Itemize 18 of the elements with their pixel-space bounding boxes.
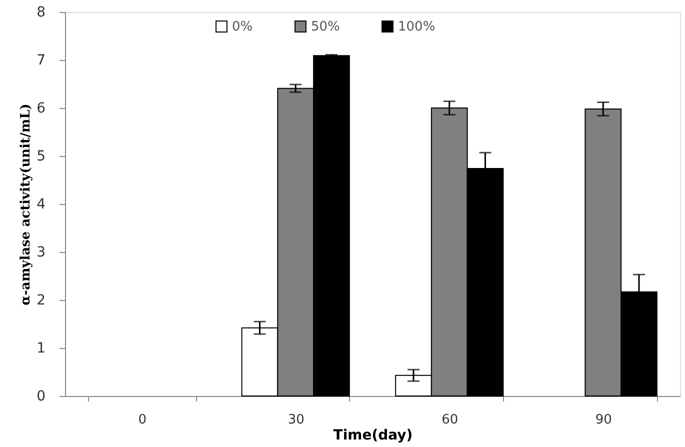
y-tick-label: 2 xyxy=(36,292,46,308)
y-tick-label: 6 xyxy=(36,100,46,116)
y-tick-label: 7 xyxy=(36,52,46,68)
y-tick-label: 8 xyxy=(36,4,46,20)
y-tick-label: 3 xyxy=(36,244,46,260)
legend-label: 0% xyxy=(232,20,253,35)
x-axis-title: Time(day) xyxy=(333,428,413,444)
x-tick-label: 90 xyxy=(595,412,612,428)
legend-label: 100% xyxy=(398,20,436,35)
x-tick-label: 30 xyxy=(288,412,304,428)
y-tick-label: 4 xyxy=(36,196,46,212)
y-tick-label: 5 xyxy=(36,148,46,164)
y-axis-title: α-amylase activity(unit/mL) xyxy=(18,104,34,306)
legend-label: 50% xyxy=(311,20,340,35)
x-tick-label: 60 xyxy=(442,412,458,428)
y-tick-label: 0 xyxy=(36,388,46,404)
x-tick-label: 0 xyxy=(138,412,147,428)
y-tick-label: 1 xyxy=(36,340,46,356)
